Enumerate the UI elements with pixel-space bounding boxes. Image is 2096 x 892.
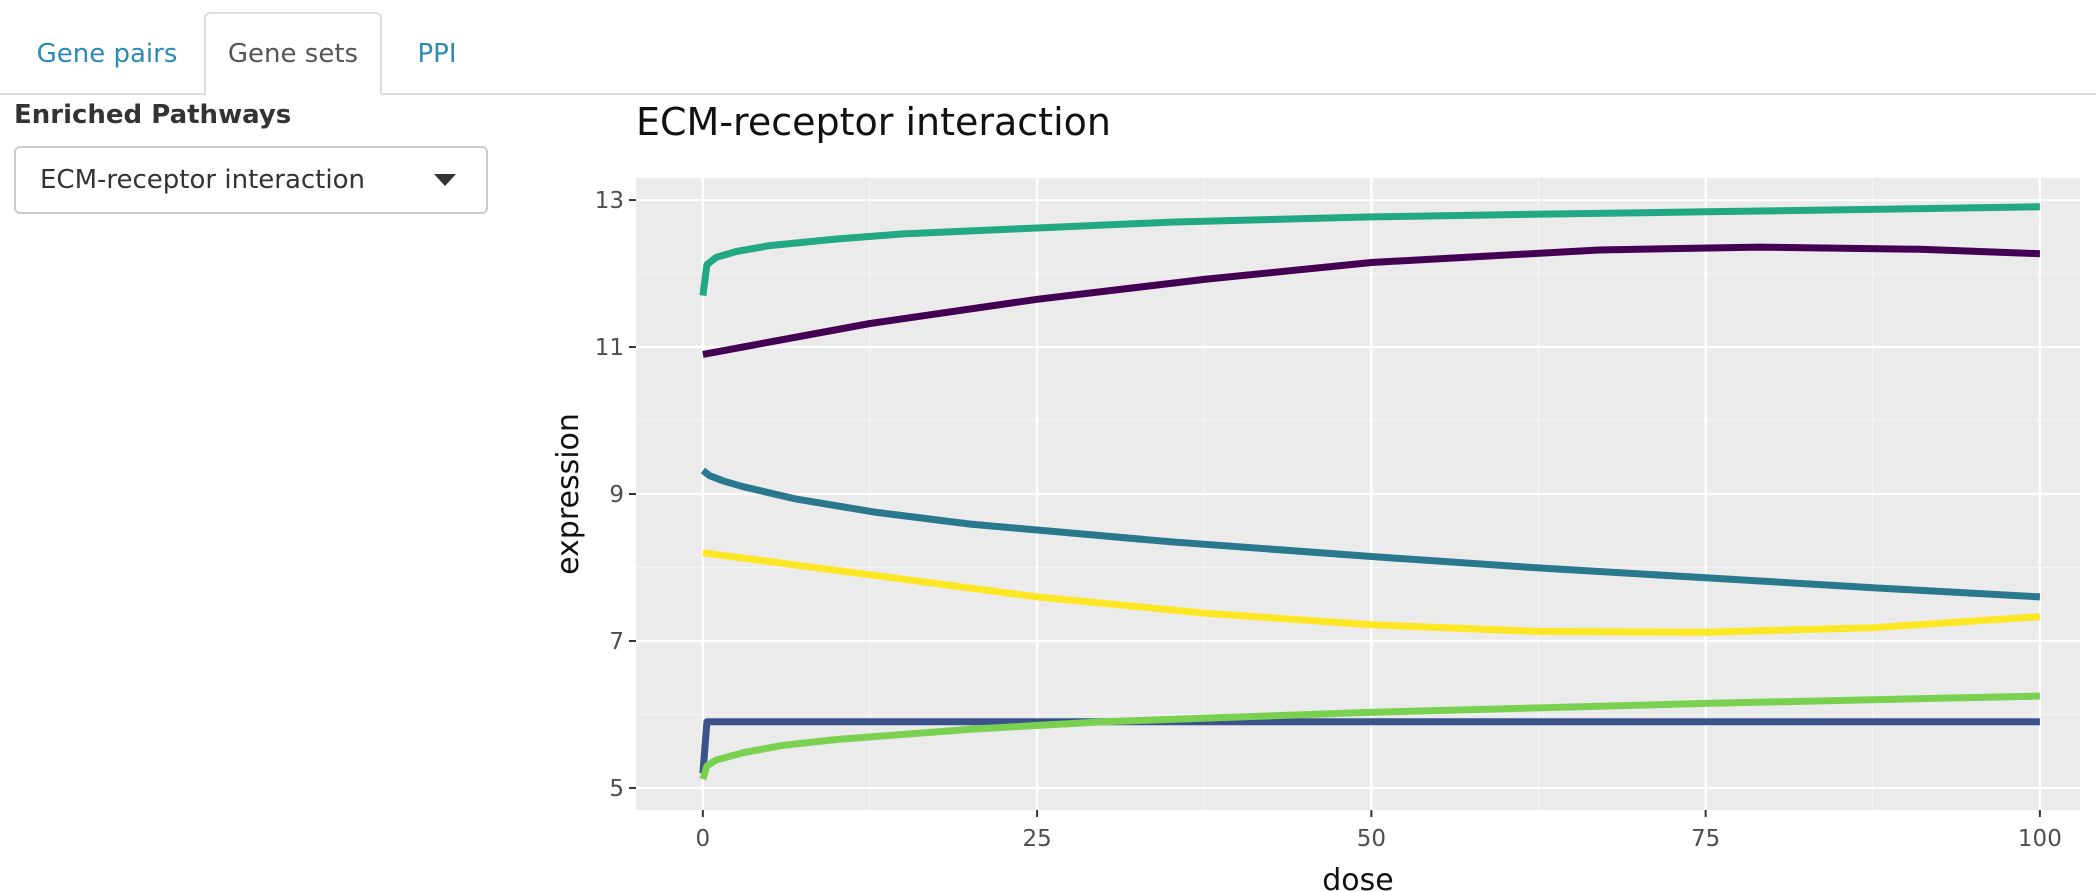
series-line-4 — [699, 718, 2040, 774]
x-tick-label: 100 — [2018, 826, 2062, 852]
y-tick-label: 9 — [609, 482, 624, 508]
series-line-3 — [702, 549, 2041, 636]
y-axis-label: expression — [551, 413, 586, 575]
x-tick-label: 25 — [1022, 826, 1051, 852]
chevron-down-icon — [434, 174, 456, 186]
tab-bar: Gene pairs Gene sets PPI — [0, 0, 2096, 96]
y-axis: 5 7 9 11 13 — [595, 188, 636, 802]
x-tick-label: 75 — [1691, 826, 1720, 852]
y-tick-label: 13 — [595, 188, 624, 214]
series-line-0 — [699, 203, 2040, 297]
grid-lines — [636, 178, 2080, 810]
tab-gene-pairs[interactable]: Gene pairs — [36, 39, 178, 69]
y-tick-label: 11 — [595, 335, 624, 361]
tab-gene-sets[interactable]: Gene sets — [204, 12, 382, 96]
line-chart: 5 7 9 11 13 0 25 50 75 100 dose expression — [551, 178, 2080, 892]
x-axis: 0 25 50 75 100 — [696, 810, 2062, 852]
pathway-select[interactable]: ECM-receptor interaction — [14, 146, 488, 214]
series-line-2 — [700, 467, 2041, 601]
x-tick-label: 0 — [696, 826, 711, 852]
x-axis-label: dose — [1322, 863, 1393, 892]
y-tick-label: 5 — [609, 776, 624, 802]
series-line-1 — [702, 243, 2041, 358]
y-tick-label: 7 — [609, 629, 624, 655]
series-line-5 — [699, 692, 2040, 781]
pathway-select-value: ECM-receptor interaction — [40, 165, 365, 195]
x-tick-label: 50 — [1357, 826, 1386, 852]
series-lines — [699, 203, 2041, 781]
plot-title: ECM-receptor interaction — [636, 100, 1111, 144]
tab-ppi[interactable]: PPI — [417, 39, 457, 69]
enriched-pathways-label: Enriched Pathways — [14, 100, 292, 130]
